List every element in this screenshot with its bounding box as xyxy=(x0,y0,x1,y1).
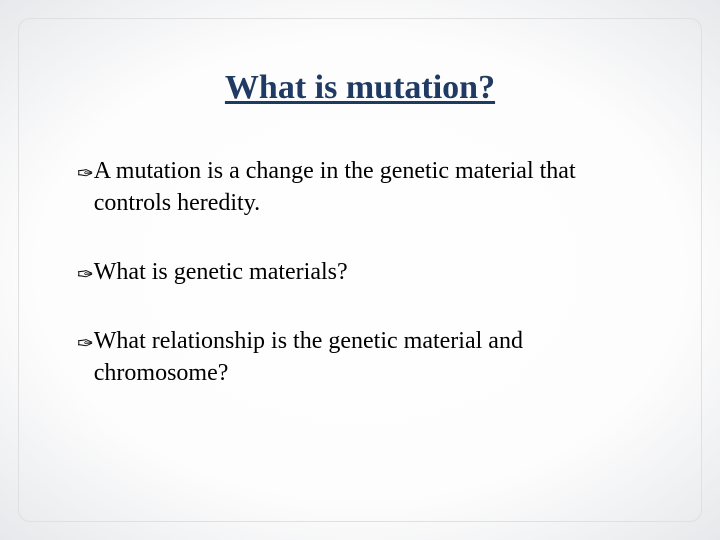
list-item: ✑ What is genetic materials? xyxy=(77,256,643,289)
list-item: ✑ What relationship is the genetic mater… xyxy=(77,325,643,390)
bullet-text: What relationship is the genetic materia… xyxy=(94,325,643,390)
list-item: ✑ A mutation is a change in the genetic … xyxy=(77,155,643,220)
slide: What is mutation? ✑ A mutation is a chan… xyxy=(0,0,720,540)
bullet-text: What is genetic materials? xyxy=(94,256,643,288)
slide-inner-frame: What is mutation? ✑ A mutation is a chan… xyxy=(18,18,702,522)
bullet-icon: ✑ xyxy=(77,161,94,188)
bullet-icon: ✑ xyxy=(77,262,94,289)
slide-title: What is mutation? xyxy=(77,69,643,107)
bullet-icon: ✑ xyxy=(77,331,94,358)
slide-content: ✑ A mutation is a change in the genetic … xyxy=(77,155,643,390)
bullet-text: A mutation is a change in the genetic ma… xyxy=(94,155,643,220)
